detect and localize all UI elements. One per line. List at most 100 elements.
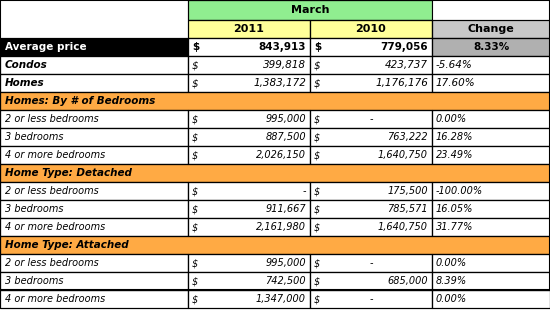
- Text: 2011: 2011: [234, 24, 265, 34]
- Bar: [188, 128, 310, 146]
- Bar: [432, 110, 550, 128]
- Text: 2,026,150: 2,026,150: [256, 150, 306, 160]
- Bar: [432, 38, 550, 56]
- Text: 887,500: 887,500: [265, 132, 306, 142]
- Bar: [310, 128, 432, 146]
- Bar: [188, 74, 310, 92]
- Bar: [0, 56, 188, 74]
- Bar: [188, 182, 310, 200]
- Bar: [188, 128, 310, 146]
- Bar: [310, 290, 432, 308]
- Text: $: $: [314, 78, 321, 88]
- Text: 0.00%: 0.00%: [436, 258, 467, 268]
- Text: 1,176,176: 1,176,176: [375, 78, 428, 88]
- Bar: [0, 38, 188, 56]
- Bar: [310, 56, 432, 74]
- Text: -: -: [369, 294, 373, 304]
- Text: 1,347,000: 1,347,000: [256, 294, 306, 304]
- Text: $: $: [314, 222, 320, 232]
- Text: $: $: [314, 294, 320, 304]
- Text: 17.60%: 17.60%: [436, 78, 476, 88]
- Bar: [432, 20, 550, 38]
- Text: 995,000: 995,000: [265, 114, 306, 124]
- Text: Home Type: Detached: Home Type: Detached: [5, 168, 132, 178]
- Text: 3 bedrooms: 3 bedrooms: [5, 276, 63, 286]
- Text: 1,640,750: 1,640,750: [378, 222, 428, 232]
- Text: 0.00%: 0.00%: [436, 114, 467, 124]
- Bar: [188, 218, 310, 236]
- Bar: [310, 128, 432, 146]
- Bar: [432, 218, 550, 236]
- Text: Average price: Average price: [5, 42, 87, 52]
- Text: $: $: [192, 150, 198, 160]
- Bar: [0, 92, 550, 110]
- Text: $: $: [192, 132, 198, 142]
- Text: 779,056: 779,056: [381, 42, 428, 52]
- Text: 4 or more bedrooms: 4 or more bedrooms: [5, 294, 105, 304]
- Text: $: $: [192, 222, 198, 232]
- Text: 742,500: 742,500: [265, 276, 306, 286]
- Bar: [188, 290, 310, 308]
- Bar: [188, 110, 310, 128]
- Bar: [188, 254, 310, 272]
- Text: 4 or more bedrooms: 4 or more bedrooms: [5, 150, 105, 160]
- Text: $: $: [192, 60, 199, 70]
- Bar: [432, 56, 550, 74]
- Text: 1,640,750: 1,640,750: [378, 150, 428, 160]
- Text: -100.00%: -100.00%: [436, 186, 483, 196]
- Bar: [432, 74, 550, 92]
- Bar: [0, 110, 188, 128]
- Bar: [432, 56, 550, 74]
- Bar: [310, 146, 432, 164]
- Text: 2,161,980: 2,161,980: [256, 222, 306, 232]
- Bar: [432, 200, 550, 218]
- Bar: [310, 290, 432, 308]
- Bar: [310, 110, 432, 128]
- Text: $: $: [314, 186, 320, 196]
- Text: $: $: [192, 204, 198, 214]
- Bar: [432, 146, 550, 164]
- Bar: [432, 110, 550, 128]
- Bar: [432, 272, 550, 290]
- Bar: [0, 218, 188, 236]
- Bar: [188, 56, 310, 74]
- Bar: [188, 74, 310, 92]
- Bar: [188, 20, 310, 38]
- Bar: [0, 0, 188, 20]
- Text: 911,667: 911,667: [265, 204, 306, 214]
- Bar: [432, 254, 550, 272]
- Bar: [310, 20, 432, 38]
- Text: 31.77%: 31.77%: [436, 222, 474, 232]
- Bar: [0, 182, 188, 200]
- Bar: [310, 110, 432, 128]
- Bar: [0, 128, 188, 146]
- Text: 175,500: 175,500: [387, 186, 428, 196]
- Bar: [310, 56, 432, 74]
- Text: 3 bedrooms: 3 bedrooms: [5, 204, 63, 214]
- Bar: [432, 146, 550, 164]
- Bar: [188, 200, 310, 218]
- Text: 763,222: 763,222: [387, 132, 428, 142]
- Bar: [188, 0, 432, 20]
- Bar: [310, 218, 432, 236]
- Bar: [0, 182, 188, 200]
- Text: 23.49%: 23.49%: [436, 150, 474, 160]
- Bar: [432, 218, 550, 236]
- Text: $: $: [314, 204, 320, 214]
- Text: $: $: [192, 42, 199, 52]
- Text: 843,913: 843,913: [258, 42, 306, 52]
- Text: $: $: [192, 276, 198, 286]
- Bar: [188, 254, 310, 272]
- Text: $: $: [314, 114, 320, 124]
- Bar: [0, 56, 188, 74]
- Bar: [310, 254, 432, 272]
- Text: 2 or less bedrooms: 2 or less bedrooms: [5, 186, 99, 196]
- Bar: [0, 146, 188, 164]
- Text: 2 or less bedrooms: 2 or less bedrooms: [5, 114, 99, 124]
- Bar: [0, 236, 550, 254]
- Bar: [310, 146, 432, 164]
- Text: 0.00%: 0.00%: [436, 294, 467, 304]
- Bar: [0, 146, 188, 164]
- Bar: [432, 0, 550, 20]
- Bar: [188, 38, 310, 56]
